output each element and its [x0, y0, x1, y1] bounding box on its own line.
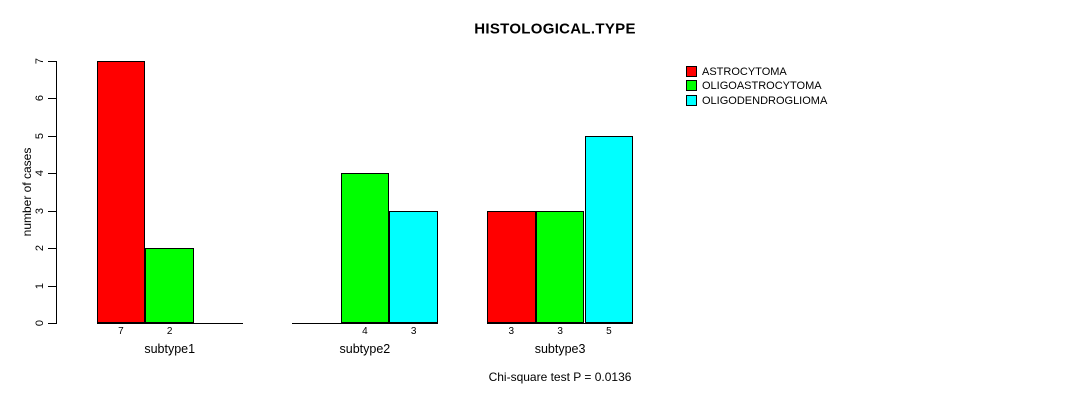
bar-subtype3-oligodendroglioma	[584, 135, 634, 323]
y-tick-label: 7	[34, 57, 46, 65]
bar-value-label: 5	[606, 326, 612, 337]
bar-subtype3-oligoastrocytoma	[535, 210, 585, 323]
bar-value-label: 2	[166, 326, 173, 337]
bar-subtype2-oligoastrocytoma	[340, 173, 390, 323]
group-baseline	[486, 323, 634, 324]
y-tick-label: 6	[34, 95, 46, 102]
y-tick-mark	[48, 60, 56, 62]
chart-title: HISTOLOGICAL.TYPE	[474, 20, 636, 38]
y-axis-line	[56, 61, 57, 324]
legend-swatch-icon	[686, 94, 697, 106]
x-axis-category-label: subtype1	[144, 342, 196, 356]
y-tick-label: 0	[34, 319, 46, 327]
legend-label: OLIGOASTROCYTOMA	[702, 80, 822, 93]
bar-subtype3-astrocytoma	[486, 210, 536, 323]
bar-subtype2-oligodendroglioma	[389, 210, 439, 323]
y-tick-label: 3	[34, 207, 46, 214]
y-tick-label: 4	[34, 170, 46, 177]
y-tick-label: 1	[34, 282, 46, 289]
y-tick-label: 5	[34, 132, 46, 139]
bar-subtype1-astrocytoma	[96, 60, 146, 323]
y-axis-label: number of cases	[20, 147, 34, 237]
legend-label: OLIGODENDROGLIOMA	[702, 94, 828, 107]
x-axis-category-label: subtype3	[534, 342, 586, 356]
y-tick-mark	[48, 135, 56, 137]
bar-value-label: 7	[118, 326, 124, 337]
legend-label: ASTROCYTOMA	[702, 66, 787, 78]
bar-value-label: 3	[557, 326, 563, 337]
y-tick-mark	[48, 285, 56, 287]
chi-square-footnote: Chi-square test P = 0.0136	[488, 370, 632, 384]
y-tick-mark	[48, 248, 56, 250]
y-tick-mark	[48, 98, 56, 100]
legend-swatch-icon	[686, 66, 697, 77]
group-baseline	[291, 323, 439, 324]
bar-value-label: 4	[362, 326, 368, 337]
x-axis-category-label: subtype2	[339, 342, 391, 356]
bar-value-label: 3	[508, 326, 515, 337]
y-tick-mark	[48, 323, 56, 324]
group-baseline	[96, 323, 243, 324]
y-tick-label: 2	[34, 245, 46, 252]
y-tick-mark	[48, 173, 56, 175]
bar-subtype1-oligoastrocytoma	[145, 248, 195, 323]
bar-value-label: 3	[410, 326, 417, 337]
y-tick-mark	[48, 210, 56, 212]
legend-swatch-icon	[686, 80, 697, 92]
